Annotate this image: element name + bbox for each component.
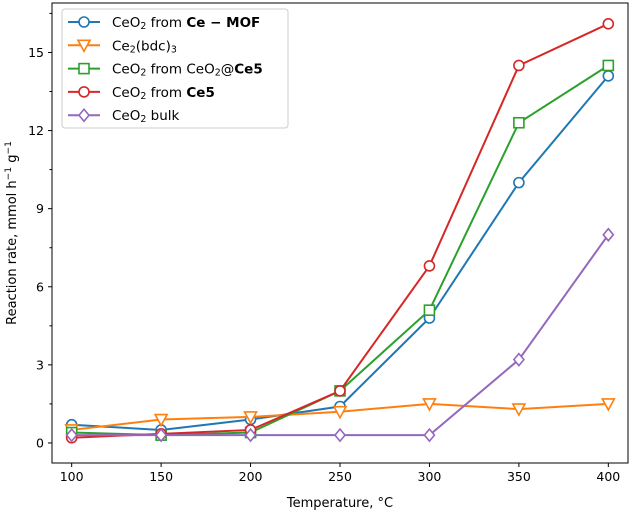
data-point [602, 227, 615, 242]
legend-marker [76, 39, 92, 53]
data-point [423, 260, 436, 272]
plot-area [64, 18, 616, 444]
label-segment: Ce5 [186, 85, 214, 101]
legend-label: CeO2 from Ce − MOF [112, 15, 260, 32]
y-tick-label: 12 [28, 123, 44, 138]
legend-label: CeO2 bulk [112, 108, 180, 125]
legend-item: Ce2(bdc)3 [68, 38, 177, 56]
data-point [513, 116, 525, 129]
data-point [423, 427, 436, 443]
label-segment: 2 [140, 91, 146, 102]
y-tick-label: 0 [36, 435, 44, 450]
label-segment: 2 [140, 68, 146, 79]
y-axis-label: Reaction rate, mmol h−1 g−1 [4, 141, 20, 325]
label-segment: CeO [112, 15, 140, 31]
axes: 100 150 200 250 300 350 400 0 3 6 9 12 15 [28, 12, 620, 484]
legend-item: CeO2 bulk [68, 107, 180, 125]
data-point [600, 398, 616, 412]
data-point [513, 59, 525, 72]
label-segment: −1 [4, 141, 14, 154]
data-point [602, 70, 615, 82]
legend-marker [78, 62, 90, 75]
label-segment: from [146, 85, 186, 101]
y-tick-label: 9 [36, 201, 44, 216]
data-point [244, 427, 257, 443]
label-segment: @ [221, 62, 235, 78]
x-tick-label: 150 [149, 469, 173, 484]
x-tick-label: 250 [328, 469, 352, 484]
x-tick-label: 200 [239, 469, 263, 484]
label-segment: g [5, 155, 20, 167]
y-tick-label: 6 [36, 279, 44, 294]
data-point [333, 427, 347, 443]
legend-label: CeO2 from CeO2@Ce5 [112, 62, 263, 79]
label-segment: from CeO [146, 62, 214, 78]
label-segment: 2 [130, 45, 136, 56]
label-segment: bulk [146, 108, 179, 124]
legend-label: CeO2 from Ce5 [112, 85, 215, 102]
data-point [155, 427, 168, 443]
data-point [422, 398, 437, 412]
x-tick-label: 300 [418, 469, 442, 484]
data-point [602, 59, 615, 72]
label-segment: Ce5 [234, 62, 262, 78]
legend-item: CeO2 from Ce − MOF [68, 15, 260, 32]
x-tick-label: 350 [507, 469, 531, 484]
label-segment: 3 [171, 45, 177, 56]
data-point [334, 385, 346, 397]
y-tick-label: 3 [36, 357, 44, 372]
label-segment: CeO [112, 108, 140, 124]
label-segment: Reaction rate, mmol h [5, 180, 20, 325]
data-point [602, 18, 615, 30]
x-tick-label: 400 [596, 469, 620, 484]
label-segment: CeO [112, 62, 140, 78]
legend-label: Ce2(bdc)3 [112, 38, 177, 55]
label-segment: Ce − MOF [186, 15, 260, 31]
legend-frame [61, 8, 289, 129]
series-4 [65, 227, 615, 443]
legend-marker [77, 107, 91, 123]
legend-marker [78, 16, 90, 28]
label-segment: 2 [140, 114, 146, 125]
x-tick-label: 100 [60, 469, 84, 484]
label-segment: −1 [4, 167, 14, 180]
y-tick-label: 15 [28, 45, 44, 60]
label-segment: 2 [140, 21, 146, 32]
data-point [332, 405, 348, 420]
data-point [65, 427, 78, 443]
x-axis-label: Temperature, °C [286, 496, 393, 511]
data-point [511, 403, 527, 417]
label-segment: CeO [112, 85, 140, 101]
data-point [423, 304, 436, 316]
legend-marker [78, 86, 90, 98]
data-point [153, 413, 169, 428]
data-point [243, 411, 258, 425]
legend-item: CeO2 from CeO2@Ce5 [68, 62, 263, 79]
label-segment: from [146, 15, 186, 31]
data-point [513, 176, 525, 189]
legend-item: CeO2 from Ce5 [68, 85, 215, 102]
series-line [71, 75, 610, 431]
label-segment: 2 [215, 68, 221, 79]
label-segment: Ce [112, 38, 130, 54]
data-point [512, 352, 525, 367]
label-segment: (bdc) [136, 38, 171, 54]
